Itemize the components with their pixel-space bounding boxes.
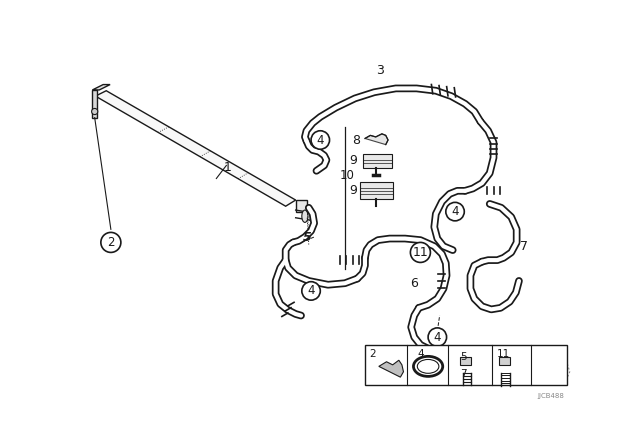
Polygon shape xyxy=(296,200,307,212)
Text: 7: 7 xyxy=(460,369,467,379)
Text: 6: 6 xyxy=(410,277,418,290)
Text: 8: 8 xyxy=(353,134,360,146)
Text: 4: 4 xyxy=(417,349,424,359)
Bar xyxy=(363,154,392,168)
Text: 3: 3 xyxy=(376,64,384,77)
Text: 4: 4 xyxy=(451,205,459,218)
Text: 9: 9 xyxy=(349,154,357,167)
Text: 9: 9 xyxy=(349,184,357,197)
Circle shape xyxy=(428,328,447,346)
Polygon shape xyxy=(92,90,97,118)
Bar xyxy=(365,345,566,385)
Text: JJCB488: JJCB488 xyxy=(538,393,564,400)
Text: 4: 4 xyxy=(307,284,315,297)
Bar xyxy=(499,357,509,365)
Text: 10: 10 xyxy=(339,169,354,182)
Text: 11: 11 xyxy=(413,246,428,259)
Bar xyxy=(460,357,471,365)
Text: 2: 2 xyxy=(107,236,115,249)
Text: 7: 7 xyxy=(520,240,529,253)
Text: 5: 5 xyxy=(460,352,467,362)
Bar xyxy=(360,181,393,198)
Text: 2: 2 xyxy=(369,349,376,359)
Circle shape xyxy=(311,131,330,149)
Polygon shape xyxy=(95,91,296,206)
Text: 5: 5 xyxy=(303,231,312,244)
Text: 11: 11 xyxy=(497,349,510,359)
Circle shape xyxy=(302,282,320,300)
Circle shape xyxy=(101,233,121,252)
Circle shape xyxy=(446,202,464,221)
Circle shape xyxy=(92,108,98,115)
Circle shape xyxy=(410,242,431,263)
Text: 1: 1 xyxy=(224,161,232,174)
Text: 4: 4 xyxy=(317,134,324,146)
Ellipse shape xyxy=(302,210,308,222)
Polygon shape xyxy=(92,85,110,90)
Text: 4: 4 xyxy=(433,331,441,344)
Polygon shape xyxy=(379,360,403,377)
Polygon shape xyxy=(365,134,388,145)
